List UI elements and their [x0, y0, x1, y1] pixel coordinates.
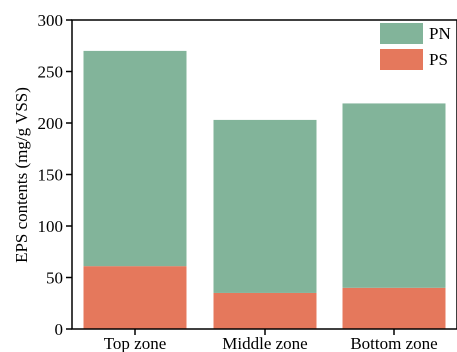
y-tick-label: 200	[38, 114, 64, 133]
bar-pn-top-zone	[83, 50, 187, 267]
bar-ps-bottom-zone	[342, 287, 446, 329]
y-tick-label: 150	[38, 166, 64, 185]
bar-ps-top-zone	[83, 266, 187, 329]
bar-ps-middle-zone	[213, 292, 317, 329]
y-tick-label: 300	[38, 11, 64, 30]
x-tick-label: Bottom zone	[350, 334, 437, 352]
bar-pn-bottom-zone	[342, 103, 446, 288]
axis-ticks: 0 50 100 150 200 250 300 Top zone Middle zone Bot…	[38, 11, 438, 352]
bar-pn-middle-zone	[213, 119, 317, 293]
plot-area	[83, 50, 446, 329]
legend-swatch-pn	[380, 23, 423, 44]
y-tick-label: 50	[46, 269, 63, 288]
x-tick-label: Middle zone	[222, 334, 307, 352]
y-tick-label: 0	[55, 320, 64, 339]
legend-swatch-ps	[380, 49, 423, 70]
y-axis-title: EPS contents (mg/g VSS)	[12, 87, 31, 263]
x-tick-label: Top zone	[104, 334, 167, 352]
y-tick-label: 100	[38, 217, 64, 236]
plot-frame	[71, 19, 457, 330]
legend-label-pn: PN	[429, 24, 451, 43]
y-tick-label: 250	[38, 63, 64, 82]
legend-label-ps: PS	[429, 50, 448, 69]
legend: PN PS	[380, 23, 451, 70]
